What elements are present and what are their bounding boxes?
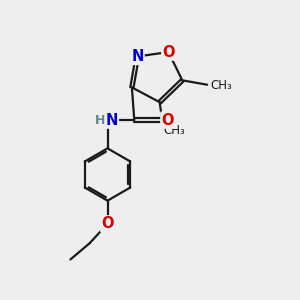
Text: H: H xyxy=(94,114,105,127)
Text: O: O xyxy=(162,45,175,60)
Text: N: N xyxy=(106,112,118,128)
Text: O: O xyxy=(101,216,114,231)
Text: CH₃: CH₃ xyxy=(164,124,185,137)
Text: N: N xyxy=(131,49,143,64)
Text: O: O xyxy=(161,112,174,128)
Text: CH₃: CH₃ xyxy=(211,79,232,92)
